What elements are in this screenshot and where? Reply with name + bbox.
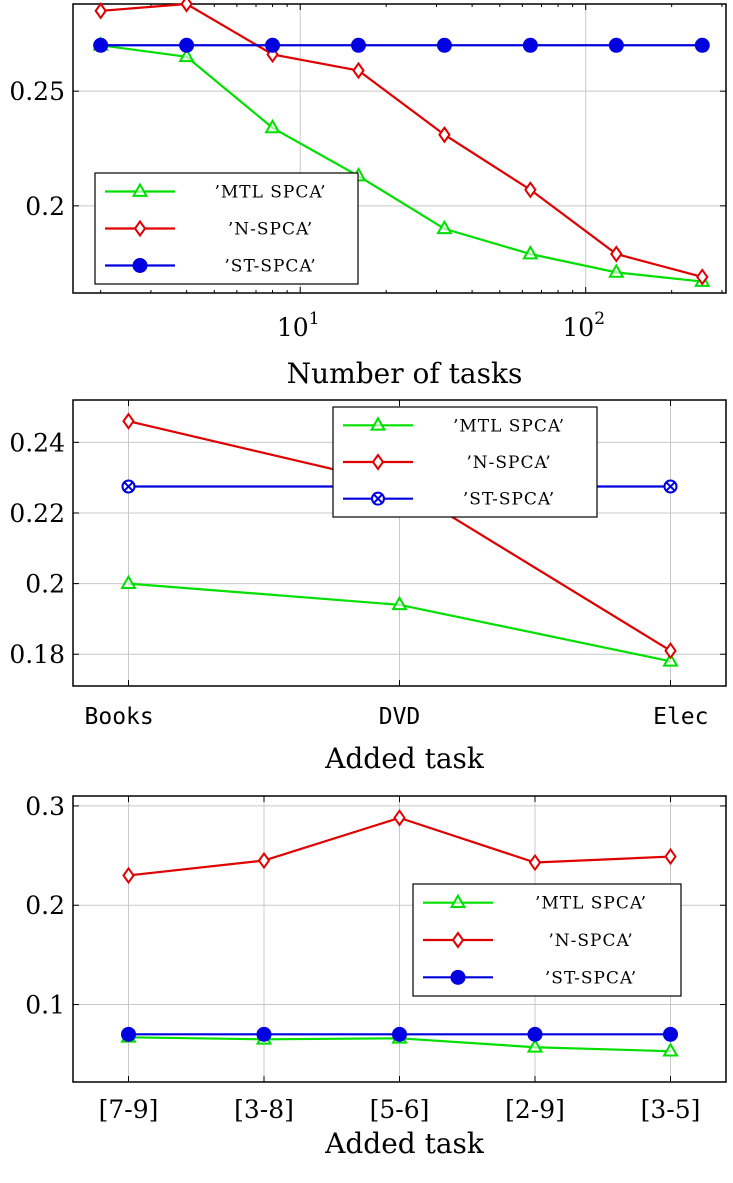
data-point bbox=[522, 37, 538, 53]
data-point bbox=[94, 2, 107, 20]
data-point bbox=[122, 866, 135, 885]
y-tick-label: 0.24 bbox=[9, 428, 65, 457]
legend-label: ’N-SPCA’ bbox=[548, 931, 633, 951]
legend: ’MTL SPCA’ ’N-SPCA’ ’ST-SPCA’ bbox=[332, 406, 598, 518]
data-point bbox=[438, 126, 451, 144]
data-point bbox=[121, 479, 136, 494]
x-tick-label: 102 bbox=[562, 309, 605, 342]
x-axis-label: Number of tasks bbox=[287, 357, 523, 390]
data-point bbox=[696, 268, 709, 286]
legend-swatch-marker bbox=[371, 453, 385, 471]
legend-label: ’MTL SPCA’ bbox=[214, 183, 326, 203]
series-line bbox=[100, 2, 703, 279]
data-point bbox=[393, 809, 406, 827]
legend-label: ’ST-SPCA’ bbox=[224, 257, 316, 277]
data-point bbox=[179, 37, 195, 53]
data-point bbox=[610, 245, 623, 263]
y-tick-label: 0.2 bbox=[25, 891, 65, 920]
x-tick-label: DVD bbox=[379, 704, 421, 730]
y-tick-label: 0.25 bbox=[9, 77, 65, 106]
legend-swatch-marker bbox=[133, 219, 147, 238]
series-line bbox=[100, 44, 703, 283]
data-point bbox=[436, 37, 452, 53]
data-point bbox=[180, 0, 193, 13]
legend-label: ’MTL SPCA’ bbox=[535, 894, 647, 914]
chart-number-of-tasks: 0.2 0.25 101 102 Number of tasks ’MTL SPCA’ ’N… bbox=[9, 0, 727, 390]
data-point bbox=[265, 37, 281, 53]
data-point bbox=[663, 479, 678, 494]
legend-label: ’MTL SPCA’ bbox=[453, 416, 565, 436]
legend-swatch-marker bbox=[449, 893, 467, 909]
data-point bbox=[120, 574, 137, 589]
data-point bbox=[664, 847, 677, 866]
data-point bbox=[522, 244, 539, 260]
x-tick-label: 101 bbox=[277, 309, 320, 342]
legend-swatch-marker bbox=[450, 969, 466, 985]
y-tick-label: 0.2 bbox=[25, 570, 65, 599]
data-point bbox=[662, 1042, 679, 1057]
legend-label: ’ST-SPCA’ bbox=[463, 490, 555, 510]
y-tick-label: 0.2 bbox=[25, 192, 65, 221]
data-point bbox=[608, 263, 625, 278]
legend: ’MTL SPCA’ ’N-SPCA’ ’ST-SPCA’ bbox=[412, 883, 682, 997]
data-point bbox=[664, 641, 677, 660]
legend: ’MTL SPCA’ ’N-SPCA’ ’ST-SPCA’ bbox=[94, 172, 359, 285]
legend-swatch-marker bbox=[369, 416, 387, 431]
x-tick-label: [7-9] bbox=[99, 1095, 159, 1124]
chart-added-task-domains: 0.18 0.2 0.22 0.24 Books DVD Elec Added task ’MT… bbox=[9, 399, 727, 775]
legend-label: ’N-SPCA’ bbox=[466, 453, 551, 473]
data-point bbox=[264, 118, 281, 134]
legend-swatch-marker bbox=[131, 182, 149, 197]
x-tick-label: [3-5] bbox=[641, 1095, 701, 1124]
data-point bbox=[524, 181, 537, 199]
data-point bbox=[436, 219, 453, 235]
data-point bbox=[608, 37, 624, 53]
chart-added-task-ranges: 0.1 0.2 0.3 [7-9] [3-8] [5-6] [2-9] [3-5] Added … bbox=[25, 792, 727, 1160]
legend-label: ’N-SPCA’ bbox=[228, 220, 313, 240]
x-axis-label: Added task bbox=[324, 742, 485, 775]
y-tick-label: 0.3 bbox=[25, 792, 65, 821]
y-tick-label: 0.18 bbox=[9, 640, 65, 669]
x-tick-label: Elec bbox=[653, 704, 708, 730]
data-point bbox=[527, 1026, 543, 1042]
data-point bbox=[528, 853, 542, 872]
x-tick-label: [3-8] bbox=[234, 1095, 294, 1124]
x-tick-label: Books bbox=[85, 704, 154, 730]
data-point bbox=[121, 1026, 137, 1042]
y-tick-label: 0.22 bbox=[9, 499, 65, 528]
data-point bbox=[178, 47, 195, 63]
data-point bbox=[391, 595, 408, 611]
plot-frame bbox=[72, 3, 727, 294]
data-point bbox=[694, 37, 710, 53]
data-point bbox=[392, 1026, 407, 1042]
x-axis-label: Added task bbox=[324, 1127, 485, 1160]
x-tick-label: [2-9] bbox=[505, 1095, 565, 1124]
data-point bbox=[352, 61, 365, 80]
data-point bbox=[662, 652, 679, 667]
legend-swatch-marker bbox=[132, 258, 148, 273]
y-tick-label: 0.1 bbox=[25, 991, 65, 1020]
data-point bbox=[257, 851, 271, 870]
data-point bbox=[122, 412, 135, 430]
x-tick-label: [5-6] bbox=[370, 1095, 430, 1124]
data-point bbox=[526, 1038, 544, 1053]
legend-swatch-marker bbox=[451, 931, 465, 949]
data-point bbox=[662, 1026, 678, 1042]
data-point bbox=[256, 1026, 272, 1042]
data-point bbox=[350, 37, 366, 53]
legend-label: ’ST-SPCA’ bbox=[545, 968, 637, 988]
data-point bbox=[93, 37, 109, 53]
legend-swatch-marker bbox=[371, 491, 385, 506]
